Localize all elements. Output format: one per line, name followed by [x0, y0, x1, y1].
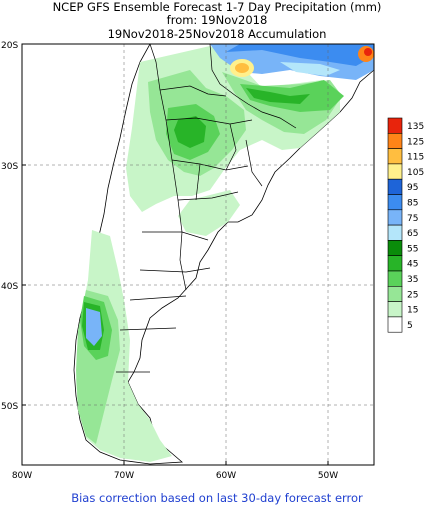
legend-swatch: [387, 224, 403, 241]
precip-zone-deep-blue: [226, 44, 374, 66]
graticule: [22, 44, 374, 465]
legend-swatch: [387, 117, 403, 134]
precip-zone-dark-green-east: [246, 88, 310, 104]
lon-label-60w: 60W: [216, 471, 236, 481]
precip-zone-dark-green: [174, 116, 206, 148]
legend-swatch: [387, 240, 403, 256]
legend-label: 85: [407, 199, 418, 209]
legend-label: 65: [407, 229, 418, 239]
lat-label-40s: 40S: [1, 282, 18, 292]
legend-swatch: [387, 194, 403, 211]
legend-label: 35: [407, 275, 418, 285]
legend-label: 135: [407, 122, 424, 132]
precip-max-orange: [235, 63, 249, 73]
legend-label: 95: [407, 183, 418, 193]
legend-swatch: [387, 178, 403, 195]
precipitation-legend: 135 125 115 105 95 85 75 65 55 45 35 25 15 5: [387, 117, 424, 333]
lat-label-20s: 20S: [1, 41, 18, 51]
legend-label: 55: [407, 244, 418, 254]
legend-label: 45: [407, 260, 418, 270]
legend-swatch: [387, 163, 403, 180]
lat-label-50s: 50S: [1, 402, 18, 412]
legend-label: 125: [407, 137, 424, 147]
legend-swatch: [387, 270, 403, 287]
legend-swatch: [387, 285, 403, 302]
legend-swatch: [387, 255, 403, 272]
lat-label-30s: 30S: [1, 162, 18, 172]
precip-zone-light-central: [178, 190, 240, 236]
legend-label: 5: [407, 321, 413, 331]
lon-label-50w: 50W: [318, 471, 338, 481]
lon-label-80w: 80W: [12, 471, 32, 481]
bias-correction-note: Bias correction based on last 30-day for…: [71, 491, 363, 505]
map-subtitle-date: from: 19Nov2018: [166, 13, 268, 27]
axis-ticks: [21, 43, 329, 465]
political-borders: [116, 43, 297, 373]
legend-swatch: [387, 209, 403, 226]
legend-label: 15: [407, 306, 418, 316]
legend-swatch: [387, 316, 403, 333]
legend-label: 25: [407, 290, 418, 300]
legend-label: 105: [407, 168, 424, 178]
precip-zone-cyan: [280, 62, 340, 76]
map-title: NCEP GFS Ensemble Forecast 1-7 Day Preci…: [52, 0, 382, 14]
legend-swatch: [387, 133, 403, 149]
lon-label-70w: 70W: [114, 471, 134, 481]
legend-label: 75: [407, 214, 418, 224]
map-subtitle-period: 19Nov2018-25Nov2018 Accumulation: [107, 27, 327, 41]
legend-swatch: [387, 148, 403, 165]
precip-zone-andes-blue: [86, 308, 102, 346]
map-frame: [21, 43, 375, 466]
legend-swatch: [387, 301, 403, 318]
legend-label: 115: [407, 153, 424, 163]
precip-max-red-northeast: [364, 48, 372, 56]
